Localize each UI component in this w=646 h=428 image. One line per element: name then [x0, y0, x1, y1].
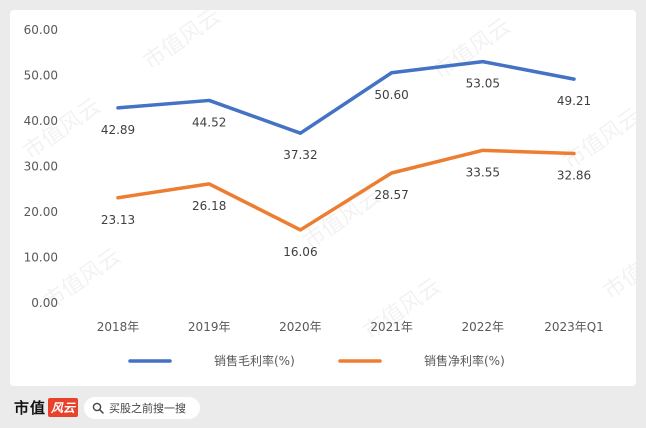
data-label: 49.21 — [557, 94, 591, 108]
x-tick-label: 2020年 — [279, 320, 322, 334]
data-label: 28.57 — [374, 188, 408, 202]
watermark-text: 市值风云 — [139, 10, 225, 75]
data-point — [482, 149, 484, 151]
y-tick-label: 30.00 — [24, 160, 58, 174]
data-point — [482, 61, 484, 63]
legend-label: 销售毛利率(%) — [214, 353, 295, 368]
brand-text: 市值 — [14, 399, 47, 417]
x-tick-label: 2023年Q1 — [544, 320, 604, 334]
data-label: 44.52 — [192, 115, 226, 129]
data-label: 32.86 — [557, 168, 591, 182]
x-tick-label: 2022年 — [462, 320, 505, 334]
data-label: 50.60 — [374, 88, 408, 102]
data-label: 37.32 — [283, 148, 317, 162]
data-label: 23.13 — [101, 213, 135, 227]
y-tick-label: 40.00 — [24, 114, 58, 128]
chart-card: 市值风云 市值风云 市值风云 市值风云 市值风云 市值风云 市值风云 市值风云 0.00 10.0… — [10, 4, 646, 386]
data-point — [573, 152, 575, 154]
watermark-text: 市值风云 — [559, 104, 636, 175]
x-tick-label: 2018年 — [97, 320, 140, 334]
y-tick-label: 50.00 — [24, 69, 58, 83]
data-point — [573, 78, 575, 80]
data-label: 16.06 — [283, 245, 317, 259]
search-icon — [92, 399, 104, 418]
watermark-text: 市值风云 — [599, 234, 636, 305]
watermark-text: 市值风云 — [429, 14, 515, 85]
data-label: 33.55 — [466, 165, 500, 179]
data-point — [117, 107, 119, 109]
data-point — [391, 172, 393, 174]
data-point — [299, 229, 301, 231]
data-point — [208, 183, 210, 185]
x-tick-label: 2021年 — [370, 320, 413, 334]
series-line — [116, 59, 576, 135]
data-point — [117, 197, 119, 199]
data-label: 42.89 — [101, 123, 135, 137]
series-line — [116, 148, 576, 232]
y-tick-label: 0.00 — [31, 296, 58, 310]
watermark-text: 市值风云 — [359, 274, 445, 345]
x-tick-label: 2019年 — [188, 320, 231, 334]
search-box[interactable]: 买股之前搜一搜 — [84, 397, 200, 419]
y-tick-label: 60.00 — [24, 23, 58, 37]
data-label: 53.05 — [466, 77, 500, 91]
data-point — [299, 132, 301, 134]
search-placeholder: 买股之前搜一搜 — [109, 402, 186, 415]
brand-logo: 市值 风云 — [14, 397, 79, 418]
data-point — [391, 72, 393, 74]
legend-label: 销售净利率(%) — [424, 353, 505, 368]
y-tick-label: 20.00 — [24, 205, 58, 219]
brand-badge: 风云 — [48, 398, 79, 417]
y-tick-label: 10.00 — [24, 251, 58, 265]
data-point — [208, 99, 210, 101]
data-label: 26.18 — [192, 199, 226, 213]
watermark-text: 市值风云 — [19, 94, 105, 165]
